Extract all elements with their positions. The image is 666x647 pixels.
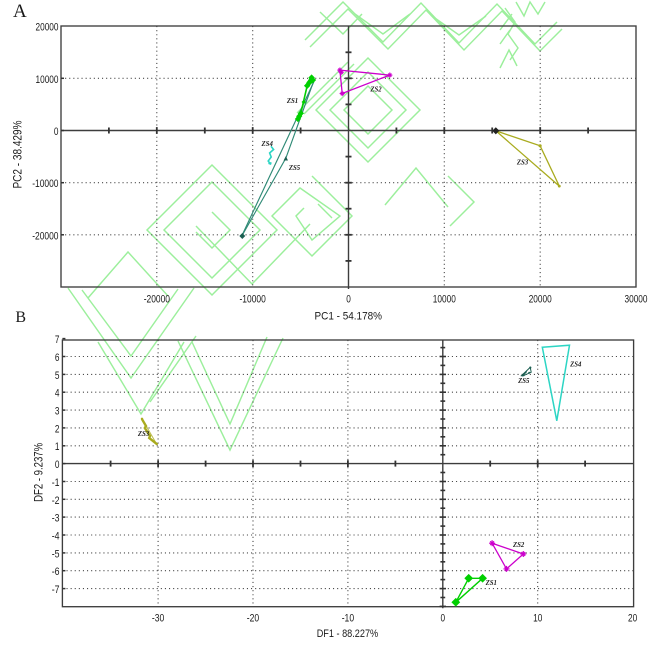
svg-text:ZS2: ZS2	[512, 541, 525, 549]
svg-text:-2: -2	[52, 495, 60, 507]
svg-text:0: 0	[346, 294, 351, 306]
svg-text:ZS2: ZS2	[369, 86, 382, 94]
svg-text:-1: -1	[52, 477, 60, 489]
svg-text:ZS5: ZS5	[517, 377, 530, 385]
svg-text:DF2 - 9.237%: DF2 - 9.237%	[34, 443, 46, 502]
svg-text:-5: -5	[52, 548, 60, 560]
svg-text:20: 20	[628, 612, 637, 624]
svg-text:-10000: -10000	[240, 294, 266, 306]
svg-text:ZS3: ZS3	[137, 430, 150, 438]
svg-text:3: 3	[55, 406, 60, 418]
svg-text:PC2 - 38.429%: PC2 - 38.429%	[13, 121, 25, 189]
svg-text:-7: -7	[52, 584, 60, 596]
svg-text:0: 0	[54, 126, 59, 138]
svg-text:-3: -3	[52, 513, 60, 525]
svg-text:10000: 10000	[36, 74, 59, 86]
svg-text:-20000: -20000	[32, 230, 58, 242]
svg-text:20000: 20000	[36, 22, 59, 34]
svg-text:A: A	[13, 1, 27, 22]
svg-text:ZS4: ZS4	[569, 360, 582, 368]
svg-text:B: B	[15, 309, 26, 326]
svg-text:DF1 - 88.227%: DF1 - 88.227%	[317, 628, 379, 640]
svg-text:PC1 - 54.178%: PC1 - 54.178%	[315, 311, 383, 323]
svg-text:ZS1: ZS1	[485, 579, 497, 587]
svg-text:ZS5: ZS5	[288, 164, 301, 172]
svg-text:-10000: -10000	[32, 178, 58, 190]
svg-text:6: 6	[55, 352, 60, 364]
svg-text:ZS4: ZS4	[261, 140, 274, 148]
svg-text:ZS3: ZS3	[516, 159, 529, 167]
svg-text:30000: 30000	[625, 294, 648, 306]
svg-text:1: 1	[55, 441, 60, 453]
svg-text:-6: -6	[52, 566, 60, 578]
svg-text:-20000: -20000	[144, 294, 170, 306]
svg-text:2: 2	[55, 423, 60, 435]
svg-text:7: 7	[55, 334, 60, 346]
svg-text:0: 0	[441, 612, 446, 624]
svg-text:5: 5	[55, 370, 60, 382]
svg-text:4: 4	[55, 388, 60, 400]
svg-text:ZS1: ZS1	[286, 97, 298, 105]
svg-text:10000: 10000	[433, 294, 456, 306]
svg-text:10: 10	[533, 612, 542, 624]
svg-text:-30: -30	[152, 612, 164, 624]
svg-text:-4: -4	[52, 531, 60, 543]
svg-text:-20: -20	[247, 612, 259, 624]
svg-text:20000: 20000	[529, 294, 552, 306]
svg-text:0: 0	[55, 459, 60, 471]
svg-text:-10: -10	[342, 612, 354, 624]
